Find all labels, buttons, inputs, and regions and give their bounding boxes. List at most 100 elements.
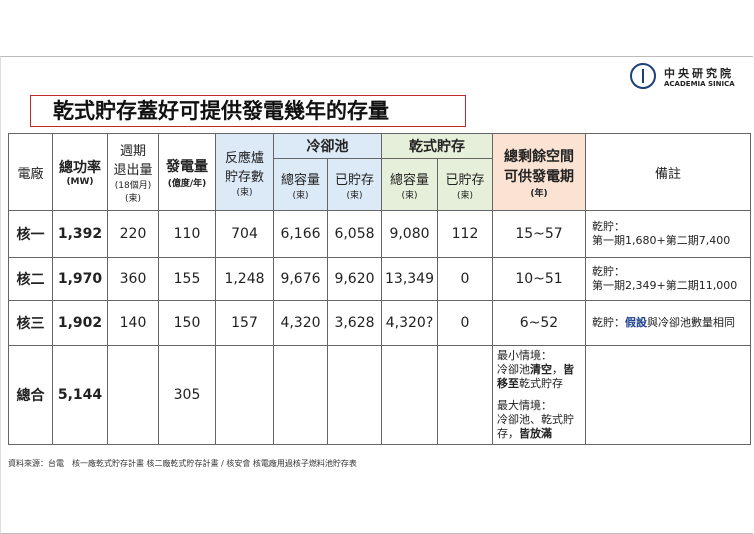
header-cell: 反應爐貯存數 (束) [215,133,274,211]
cell: 0 [437,257,493,301]
header-line: 發電量 [166,158,208,175]
header-cell: 乾式貯存 [381,133,493,159]
note-line: 第一期2,349+第二期11,000 [592,279,750,293]
header-line: 總剩餘空間 [504,148,574,165]
cell: 110 [158,210,216,258]
table-row: 核二 1,970 360 155 1,248 9,676 9,620 13,349 0 10~51… [8,257,751,301]
note-text: 皆移至 [497,363,574,390]
note-line: 冷卻池清空，皆移至乾式貯存 [497,363,581,391]
cell: 3,628 [327,300,382,346]
cell: 13,349 [381,257,438,301]
header-cell: 總功率 (MW) [52,133,108,211]
note-text: ， [552,363,563,376]
note-text: 乾貯： [592,220,625,233]
header-line: 已貯存 [445,172,485,188]
cell: 4,320? [381,300,438,346]
cell: 9,620 [327,257,382,301]
notes-cell: 乾貯： 第一期1,680+第二期7,400 [585,210,751,258]
header-cell: 總容量 (束) [381,158,438,211]
cell: 5,144 [52,345,108,445]
note-text: 最大情境： [497,399,552,412]
header-line: (束) [456,190,474,201]
header-line: 貯存數 [224,169,264,185]
cell: 140 [107,300,159,346]
header-line: (束) [236,187,253,198]
note-text: 清空 [530,363,552,376]
scenario-cell: 最小情境： 冷卻池清空，皆移至乾式貯存 最大情境： 冷卻池、乾式貯存，皆放滿 [492,345,586,445]
cell: 112 [437,210,493,258]
header-cell: 已貯存 (束) [437,158,493,211]
cell: 220 [107,210,159,258]
cell: 總合 [8,345,53,445]
note-line: 最大情境： [497,399,581,413]
scenario: 最小情境： 冷卻池清空，皆移至乾式貯存 [497,349,581,391]
cell: 15~57 [492,210,586,258]
logo: 中央研究院 ACADEMIA SINICA [630,63,750,93]
cell: 核一 [8,210,53,258]
cell: 150 [158,300,216,346]
cell: 1,970 [52,257,108,301]
cell: 1,392 [52,210,108,258]
note-line: 冷卻池、乾式貯存，皆放滿 [497,413,581,441]
cell: 0 [437,300,493,346]
note-text: 皆放滿 [519,427,552,440]
header-cell: 電廠 [8,133,53,211]
logo-name: 中央研究院 [664,67,734,80]
cell: 6,058 [327,210,382,258]
header-cell: 週期 退出量 (18個月) (束) [107,133,159,211]
header-line: 總容量 [280,172,320,188]
cell [215,345,274,445]
table-row: 核一 1,392 220 110 704 6,166 6,058 9,080 112 15~57 乾… [8,210,751,258]
header-row: 總容量 (束) 已貯存 (束) 總容量 (束) 已貯存 (束) [9,158,751,211]
header-cell: 已貯存 (束) [327,158,382,211]
source-note: 資料來源：台電 核一廠乾式貯存計畫 核二廠乾式貯存計畫 / 核安會 核電廠用過核… [8,459,357,468]
cell: 360 [107,257,159,301]
slide-title: 乾式貯存蓋好可提供發電幾年的存量 [30,95,466,127]
header-line: 反應爐 [224,150,264,166]
header-cell: 總剩餘空間可供發電期 (年) [492,133,586,211]
note-text: 第一期2,349+第二期11,000 [592,279,738,292]
cell: 6,166 [273,210,328,258]
cell [381,345,438,445]
header-line: 週期 [119,144,146,159]
cell: 9,080 [381,210,438,258]
cell: 9,676 [273,257,328,301]
header-line: 可供發電期 [504,168,574,185]
cell [107,345,159,445]
cell [437,345,493,445]
cell: 305 [158,345,216,445]
cell: 704 [215,210,274,258]
note-line: 乾貯： [592,265,750,279]
header-line: 已貯存 [334,172,374,188]
header-line: 總容量 [389,172,429,188]
header-line: (束) [292,190,309,201]
header-line: (束) [401,190,418,201]
cell [585,345,751,445]
note-line: 乾貯：假設與冷卻池數量相同 [592,316,750,330]
note-line: 乾貯： [592,220,750,234]
cell [273,345,328,445]
header-cell: 發電量 (億度/年) [158,133,216,211]
cell: 157 [215,300,274,346]
total-row: 總合 5,144 305 最小情境： 冷卻池清空，皆移至乾式貯存 最大情境： 冷卻池、乾式貯… [8,345,751,445]
note-text: 乾式貯存 [519,377,563,390]
note-text: 乾貯： [592,316,625,329]
header-row: 電廠 總功率 (MW) 週期 退出量 (18個月) (束) 發電量 (億度/年) 反應爐貯… [8,133,751,211]
logo-emblem [630,63,656,89]
table-row: 核三 1,902 140 150 157 4,320 3,628 4,320? 0 6~52 乾貯：… [8,300,751,346]
header-cell: 總容量 (束) [273,158,328,211]
notes-cell: 乾貯：假設與冷卻池數量相同 [585,300,751,346]
scenario: 最大情境： 冷卻池、乾式貯存，皆放滿 [497,399,581,441]
note-text: 假設 [625,316,647,329]
note-text: 第一期1,680+第二期7,400 [592,234,731,247]
logo-english: ACADEMIA SINICA [664,80,735,88]
header-line: (年) [530,188,548,199]
note-text: 最小情境： [497,349,552,362]
note-line: 第一期1,680+第二期7,400 [592,234,750,248]
cell: 6~52 [492,300,586,346]
note-text: 與冷卻池數量相同 [647,316,735,329]
note-text: 乾貯： [592,265,625,278]
cell: 核二 [8,257,53,301]
